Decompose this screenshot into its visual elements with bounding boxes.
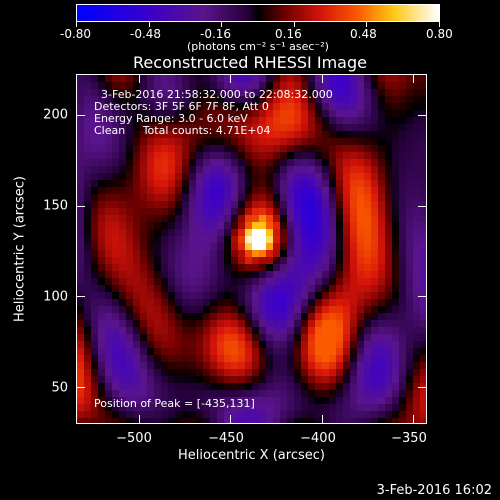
axis-tick bbox=[418, 386, 426, 388]
annotation-time-range: 3-Feb-2016 21:58:32.000 to 22:08:32.000 bbox=[101, 88, 333, 101]
axis-tick bbox=[321, 75, 323, 83]
colorbar-tick-label-0: -0.80 bbox=[60, 27, 92, 41]
x-tick-label-3: −350 bbox=[391, 431, 427, 446]
axis-tick bbox=[77, 205, 85, 207]
colorbar-tick-label-2: -0.16 bbox=[200, 27, 232, 41]
colorbar-tick-label-1: -0.48 bbox=[130, 27, 162, 41]
y-tick-label-3: 200 bbox=[43, 107, 68, 123]
axis-tick bbox=[413, 415, 415, 423]
axis-tick bbox=[230, 75, 232, 83]
plot-title: Reconstructed RHESSI Image bbox=[133, 53, 367, 72]
reconstructed-image bbox=[77, 75, 426, 423]
x-tick-label-1: −450 bbox=[208, 431, 244, 446]
image-plot-area: 3-Feb-2016 21:58:32.000 to 22:08:32.000 … bbox=[76, 74, 427, 424]
y-tick-label-1: 100 bbox=[43, 289, 68, 305]
axis-tick bbox=[230, 415, 232, 423]
y-axis-label: Heliocentric Y (arcsec) bbox=[12, 176, 28, 322]
axis-tick bbox=[418, 296, 426, 298]
x-axis-label: Heliocentric X (arcsec) bbox=[178, 448, 325, 463]
annotation-detectors: Detectors: 3F 5F 6F 7F 8F, Att 0 bbox=[94, 100, 269, 113]
axis-tick bbox=[413, 75, 415, 83]
axis-tick bbox=[139, 75, 141, 83]
colorbar-tick-label-5: 0.80 bbox=[426, 27, 453, 41]
axis-tick bbox=[77, 114, 85, 116]
axis-tick bbox=[77, 386, 85, 388]
x-tick-label-2: −400 bbox=[300, 431, 336, 446]
colorbar-tick-label-4: 0.48 bbox=[350, 27, 377, 41]
colorbar-tick bbox=[148, 22, 150, 27]
annotation-peak-position: Position of Peak = [-435,131] bbox=[94, 397, 255, 410]
axis-tick bbox=[321, 415, 323, 423]
colorbar-tick bbox=[439, 22, 440, 27]
axis-tick bbox=[418, 114, 426, 116]
axis-tick bbox=[418, 205, 426, 207]
y-tick-label-0: 50 bbox=[51, 380, 68, 396]
colorbar-tick bbox=[293, 22, 295, 27]
axis-tick bbox=[77, 296, 85, 298]
colorbar-ticks bbox=[76, 22, 440, 28]
colorbar-tick bbox=[366, 22, 368, 27]
x-tick-label-0: −500 bbox=[116, 431, 152, 446]
annotation-energy-range: Energy Range: 3.0 - 6.0 keV bbox=[94, 112, 248, 125]
colorbar-tick-label-3: 0.16 bbox=[275, 27, 302, 41]
colorbar bbox=[76, 4, 440, 22]
timestamp: 3-Feb-2016 16:02 bbox=[376, 483, 492, 498]
colorbar-tick bbox=[221, 22, 223, 27]
annotation-algorithm: Clean Total counts: 4.71E+04 bbox=[94, 124, 271, 137]
y-tick-label-2: 150 bbox=[43, 198, 68, 214]
colorbar-unit-label: (photons cm⁻² s⁻¹ asec⁻²) bbox=[187, 40, 329, 53]
axis-tick bbox=[139, 415, 141, 423]
colorbar-tick bbox=[76, 22, 77, 27]
